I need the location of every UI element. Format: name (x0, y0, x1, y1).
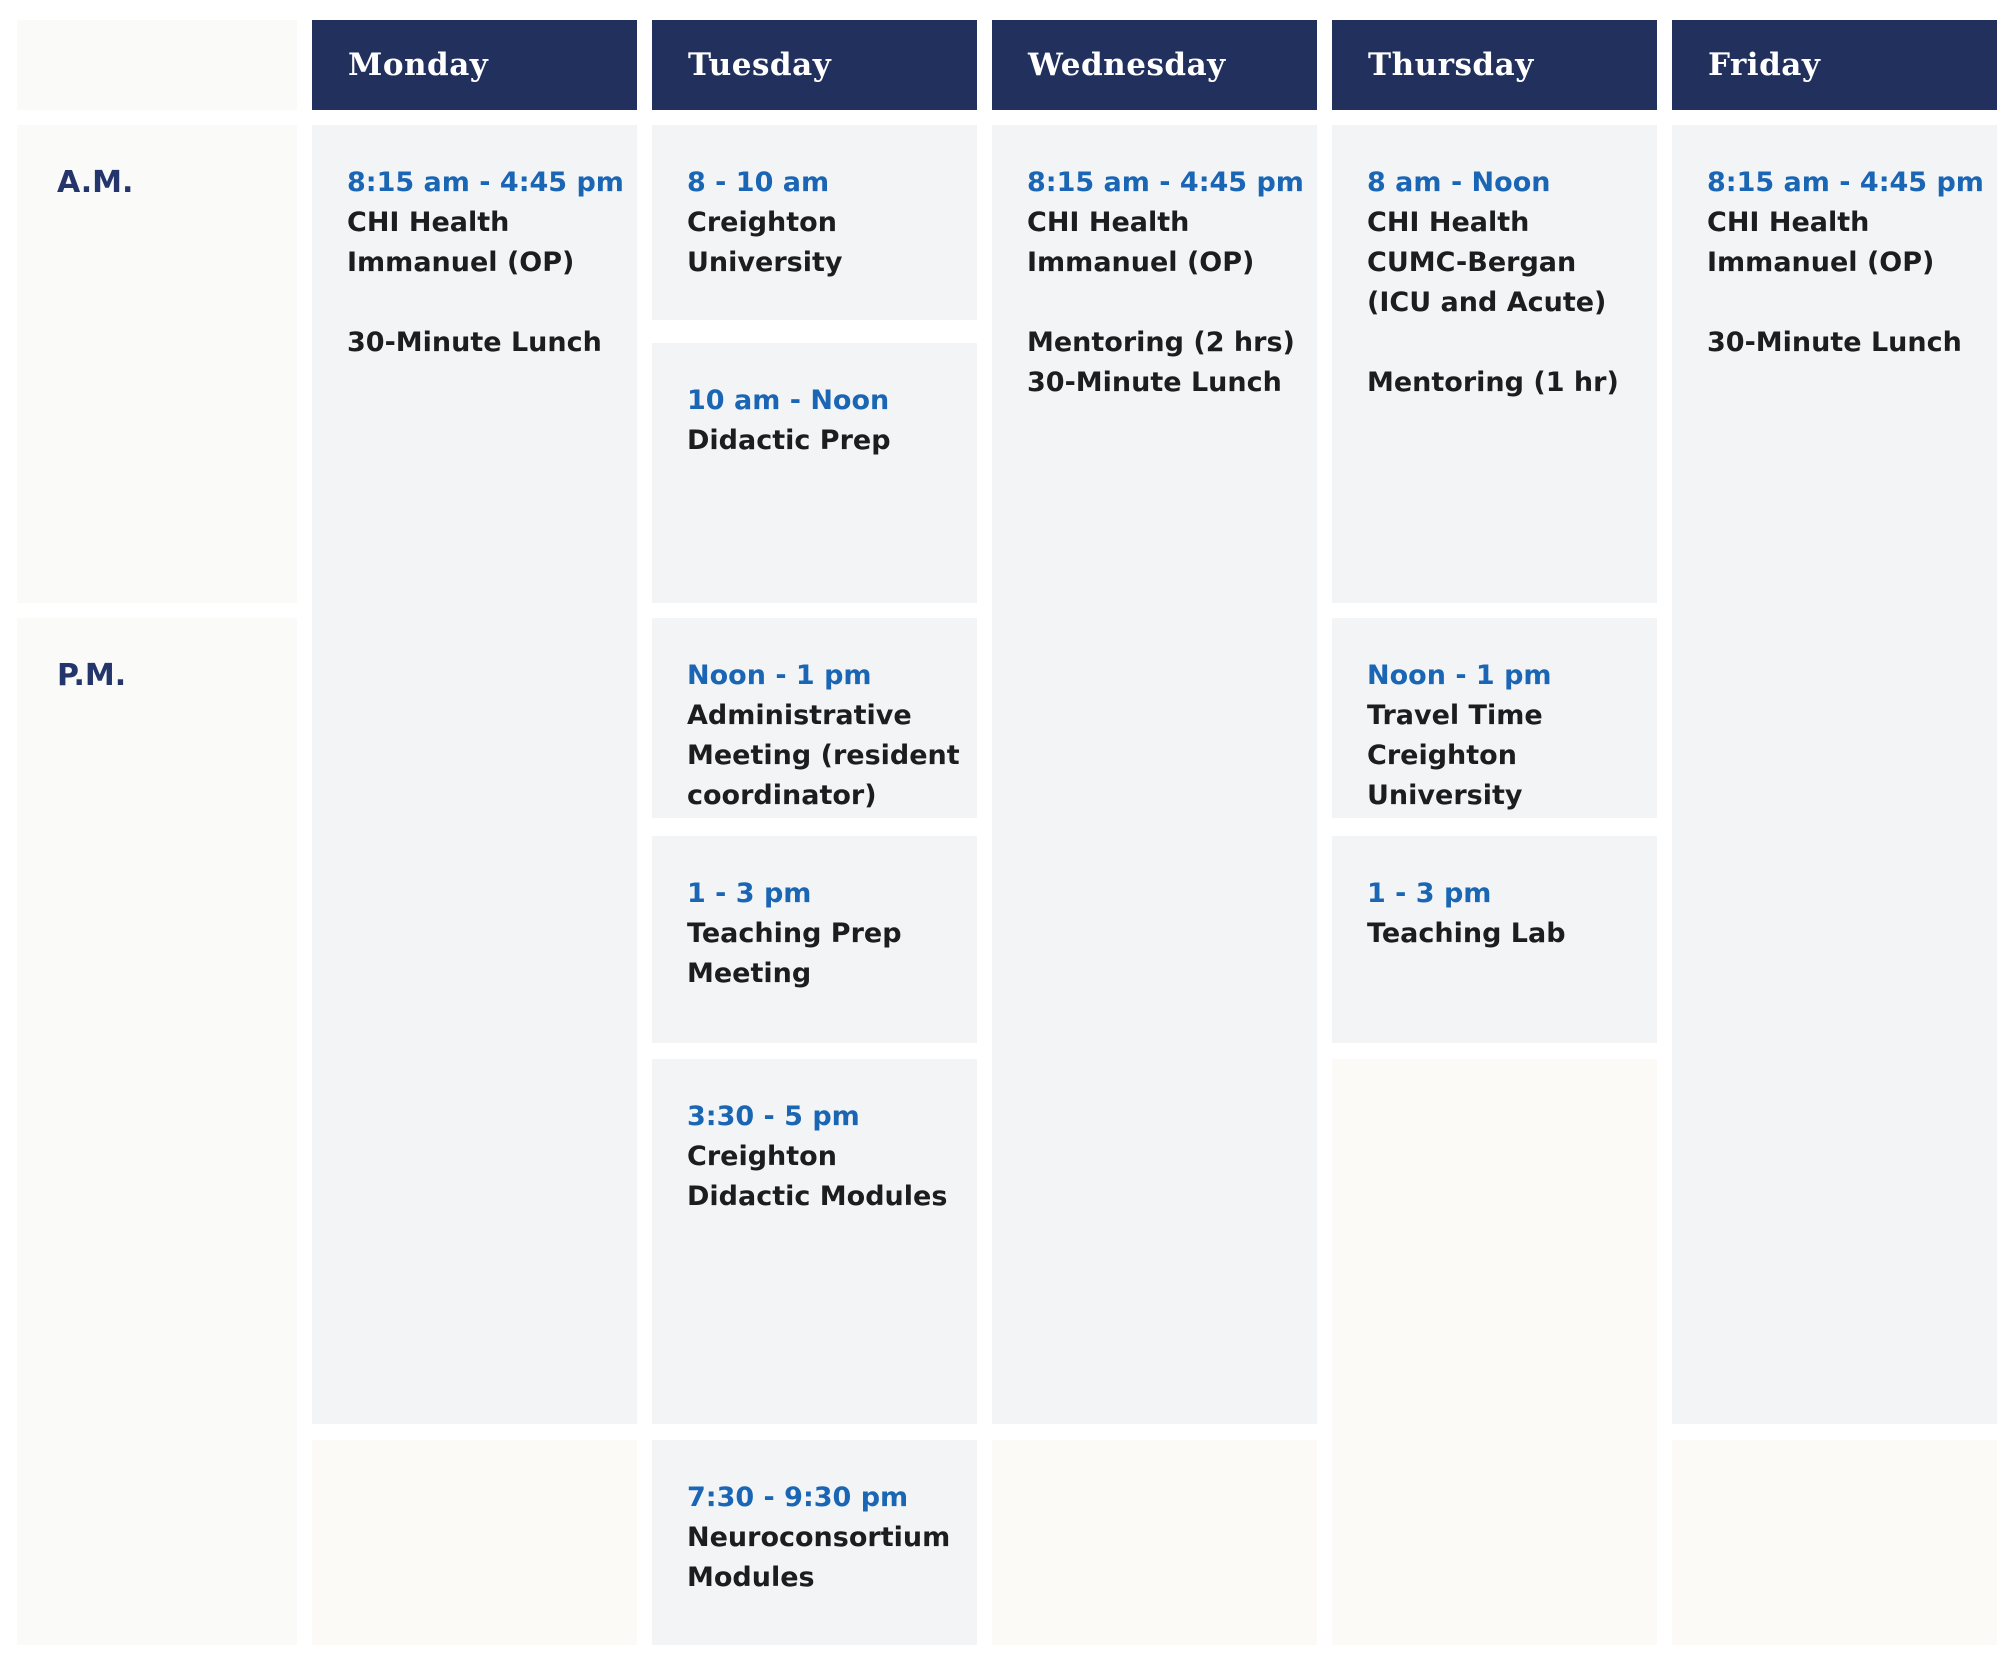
event-time: Noon - 1 pm (687, 660, 872, 691)
row-label-am: A.M. (17, 125, 297, 603)
event-text-line: 30-Minute Lunch (1027, 367, 1282, 398)
event-text-line: Teaching Prep (687, 918, 902, 949)
event-time: 8 - 10 am (687, 167, 830, 198)
event-text-line: Didactic Modules (687, 1181, 948, 1212)
event-text-line: (ICU and Acute) (1367, 287, 1607, 318)
event-time: 1 - 3 pm (1367, 878, 1492, 909)
event-text-line: Didactic Prep (687, 425, 891, 456)
event-time: 10 am - Noon (687, 385, 890, 416)
event-text-line: Mentoring (1 hr) (1367, 367, 1619, 398)
event-text-line: Administrative (687, 700, 912, 731)
tuesday-early-am-event: 8 - 10 am Creighton University (652, 125, 977, 320)
tuesday-noon-event: Noon - 1 pm Administrative Meeting (reside… (652, 618, 977, 818)
wednesday-evening-cell (992, 1440, 1317, 1645)
event-blank-line (1027, 283, 1309, 323)
corner-cell (17, 20, 297, 110)
thursday-early-pm-event: 1 - 3 pm Teaching Lab (1332, 836, 1657, 1043)
tuesday-late-am-event: 10 am - Noon Didactic Prep (652, 343, 977, 603)
event-text-line: 30-Minute Lunch (347, 327, 602, 358)
event-time: 8 am - Noon (1367, 167, 1551, 198)
event-text-line: Neuroconsortium (687, 1522, 951, 1553)
event-time: Noon - 1 pm (1367, 660, 1552, 691)
wednesday-all-day-event: 8:15 am - 4:45 pm CHI Health Immanuel (OP)… (992, 125, 1317, 1424)
thursday-morning-event: 8 am - Noon CHI Health CUMC-Bergan (ICU and… (1332, 125, 1657, 603)
day-header-tuesday: Tuesday (652, 20, 977, 110)
event-time: 7:30 - 9:30 pm (687, 1482, 909, 1513)
tuesday-early-pm-event: 1 - 3 pm Teaching Prep Meeting (652, 836, 977, 1043)
event-text-line: Creighton (687, 207, 837, 238)
event-time: 8:15 am - 4:45 pm (347, 167, 624, 198)
event-text-line: CUMC-Bergan (1367, 247, 1577, 278)
day-header-thursday: Thursday (1332, 20, 1657, 110)
friday-all-day-event: 8:15 am - 4:45 pm CHI Health Immanuel (OP)… (1672, 125, 1997, 1424)
event-text-line: Teaching Lab (1367, 918, 1566, 949)
event-text-line: 30-Minute Lunch (1707, 327, 1962, 358)
event-text-line: CHI Health (1367, 207, 1530, 238)
event-text-line: coordinator) (687, 780, 877, 811)
event-text-line: CHI Health (347, 207, 510, 238)
event-time: 8:15 am - 4:45 pm (1027, 167, 1304, 198)
event-text-line: Immanuel (OP) (1707, 247, 1935, 278)
event-text-line: University (687, 247, 843, 278)
event-text-line: CHI Health (1707, 207, 1870, 238)
event-text-line: Immanuel (OP) (1027, 247, 1255, 278)
event-text-line: Creighton (687, 1141, 837, 1172)
event-text-line: Modules (687, 1562, 815, 1593)
thursday-noon-event: Noon - 1 pm Travel Time Creighton Universit… (1332, 618, 1657, 818)
monday-evening-cell (312, 1440, 637, 1645)
day-header-friday: Friday (1672, 20, 1997, 110)
thursday-afternoon-cell (1332, 1059, 1657, 1645)
tuesday-evening-event: 7:30 - 9:30 pm Neuroconsortium Modules (652, 1440, 977, 1645)
tuesday-late-pm-event: 3:30 - 5 pm Creighton Didactic Modules (652, 1059, 977, 1424)
event-text-line: Creighton (1367, 740, 1517, 771)
friday-evening-cell (1672, 1440, 1997, 1645)
event-blank-line (1367, 323, 1649, 363)
event-text-line: CHI Health (1027, 207, 1190, 238)
event-text-line: Meeting (687, 958, 812, 989)
event-blank-line (1707, 283, 1989, 323)
day-header-monday: Monday (312, 20, 637, 110)
event-text-line: Immanuel (OP) (347, 247, 575, 278)
event-time: 8:15 am - 4:45 pm (1707, 167, 1984, 198)
event-text-line: University (1367, 780, 1523, 811)
event-text-line: Travel Time (1367, 700, 1543, 731)
event-time: 1 - 3 pm (687, 878, 812, 909)
event-text-line: Meeting (resident (687, 740, 960, 771)
event-text-line: Mentoring (2 hrs) (1027, 327, 1295, 358)
monday-all-day-event: 8:15 am - 4:45 pm CHI Health Immanuel (OP)… (312, 125, 637, 1424)
event-time: 3:30 - 5 pm (687, 1101, 860, 1132)
event-blank-line (347, 283, 629, 323)
day-header-wednesday: Wednesday (992, 20, 1317, 110)
schedule-grid: Monday Tuesday Wednesday Thursday Friday… (17, 20, 1997, 1645)
row-label-pm: P.M. (17, 618, 297, 1645)
